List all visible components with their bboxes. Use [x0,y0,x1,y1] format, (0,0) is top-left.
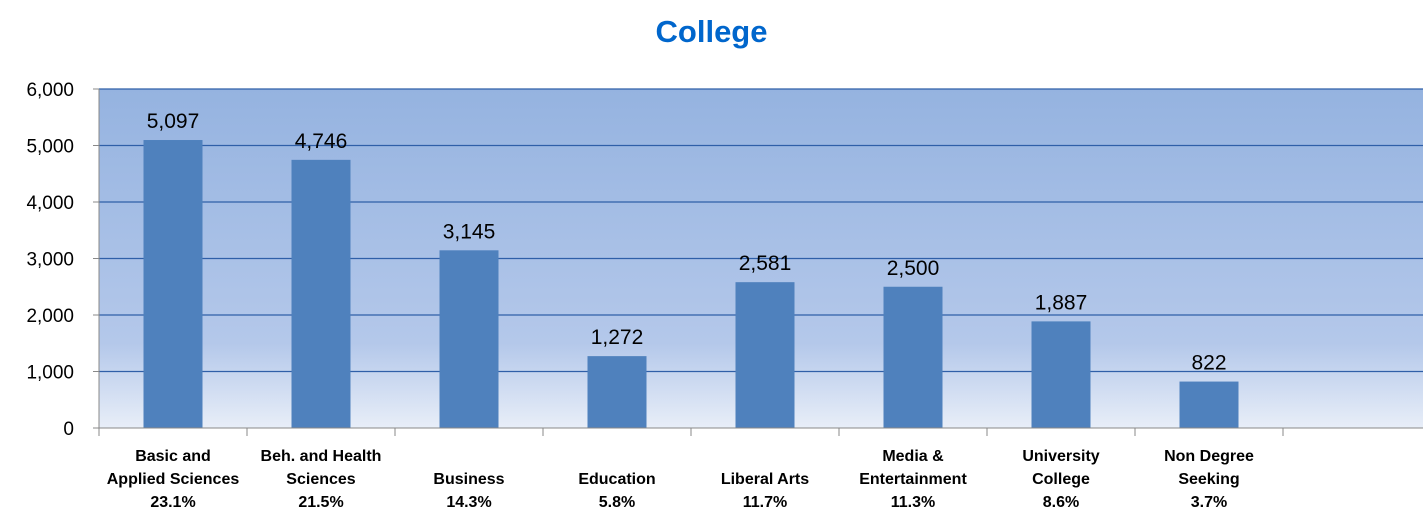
x-tick-label: Business 14.3% [433,471,504,511]
bar [291,159,351,428]
x-tick-label: Media & Entertainment 11.3% [859,448,967,511]
data-label: 2,500 [887,257,940,280]
axes [98,89,1423,436]
x-tick-label: Education 5.8% [578,471,655,511]
bar [883,286,943,428]
x-tick-label: Beh. and Health Sciences 21.5% [261,448,382,511]
bar [735,282,795,428]
data-label: 2,581 [739,252,792,275]
data-label: 3,145 [443,220,496,243]
bar [439,250,499,428]
y-tick-label: 2,000 [26,306,74,327]
data-label: 1,272 [591,326,644,349]
y-tick-label: 3,000 [26,250,74,271]
data-label: 5,097 [147,110,200,133]
bar [1031,321,1091,428]
data-label: 822 [1191,352,1226,375]
data-label: 1,887 [1035,291,1088,314]
x-tick-label: University College 8.6% [1022,448,1099,511]
bars [143,140,1239,428]
x-tick-label: Liberal Arts 11.7% [721,471,809,511]
y-tick-label: 0 [63,419,74,440]
y-tick-label: 4,000 [26,193,74,214]
bar [587,356,647,428]
x-tick-label: Basic and Applied Sciences 23.1% [107,448,240,511]
data-label: 4,746 [295,130,348,153]
y-tick-labels: 0 1,000 2,000 3,000 4,000 5,000 6,000 [26,80,74,440]
x-tick-labels: Basic and Applied Sciences 23.1% Beh. and H… [107,448,1254,511]
y-tick-label: 1,000 [26,363,74,384]
x-tick-label: Non Degree Seeking 3.7% [1164,448,1254,511]
bar [143,140,203,428]
chart-title: College [655,14,768,49]
y-tick-label: 6,000 [26,80,74,101]
data-labels: 5,097 4,746 3,145 1,272 2,581 2,500 1,887 822 [147,110,1227,375]
y-tick-label: 5,000 [26,137,74,158]
bar [1179,381,1239,428]
